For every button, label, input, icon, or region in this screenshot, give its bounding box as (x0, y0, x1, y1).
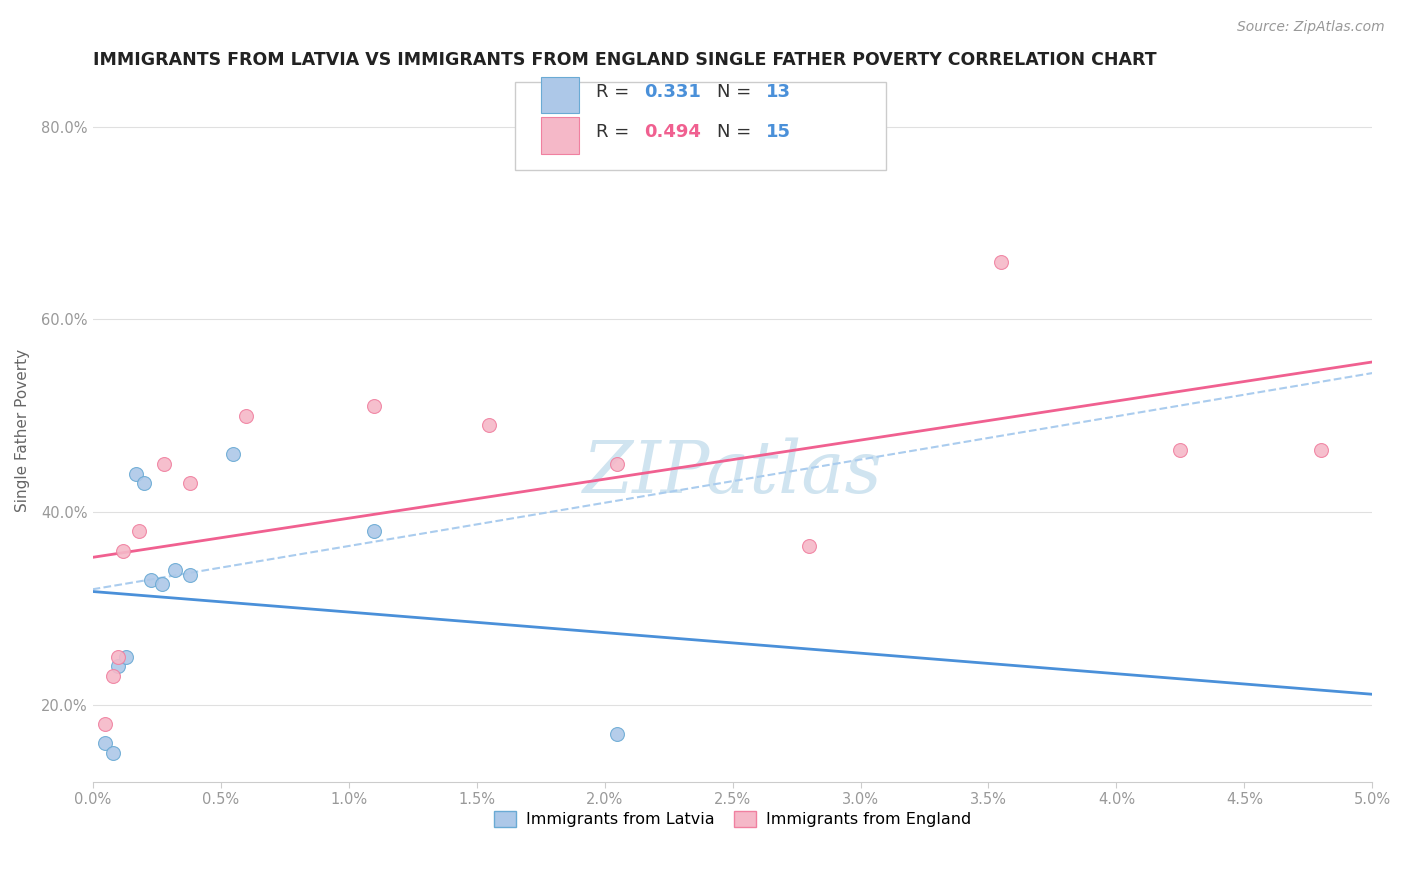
Point (153, 457, 176, 471)
FancyBboxPatch shape (540, 77, 579, 113)
Point (125, 467, 148, 481)
Text: N =: N = (717, 83, 751, 101)
Point (107, 659, 129, 673)
Point (179, 567, 201, 582)
Point (163, 563, 186, 577)
Point (101, 746, 124, 760)
Y-axis label: Single Father Poverty: Single Father Poverty (15, 349, 30, 512)
Point (179, 476, 201, 491)
Text: 13: 13 (766, 83, 790, 101)
Point (222, 447, 245, 461)
Point (141, 573, 163, 587)
Point (1310, 442, 1333, 457)
Point (478, 418, 501, 433)
Point (799, 539, 821, 553)
Text: 0.331: 0.331 (644, 83, 702, 101)
Text: 15: 15 (766, 123, 790, 141)
Text: 0.494: 0.494 (644, 123, 702, 141)
Point (606, 727, 628, 741)
Text: R =: R = (596, 123, 628, 141)
Point (115, 649, 138, 664)
Point (150, 577, 173, 591)
Point (132, 476, 155, 491)
Point (128, 524, 150, 539)
Point (94, 736, 117, 750)
Point (363, 524, 385, 539)
Text: Source: ZipAtlas.com: Source: ZipAtlas.com (1237, 20, 1385, 34)
Text: ZIPatlas: ZIPatlas (582, 437, 883, 508)
Point (606, 457, 628, 471)
Point (107, 649, 129, 664)
Point (112, 543, 135, 558)
Text: N =: N = (717, 123, 751, 141)
Text: IMMIGRANTS FROM LATVIA VS IMMIGRANTS FROM ENGLAND SINGLE FATHER POVERTY CORRELAT: IMMIGRANTS FROM LATVIA VS IMMIGRANTS FRO… (93, 51, 1156, 69)
FancyBboxPatch shape (540, 117, 579, 153)
Point (363, 399, 385, 413)
Point (101, 669, 124, 683)
Point (1170, 442, 1192, 457)
Point (235, 409, 257, 423)
Point (94, 717, 117, 731)
Text: R =: R = (596, 83, 628, 101)
Point (990, 254, 1012, 268)
FancyBboxPatch shape (515, 82, 886, 170)
Legend: Immigrants from Latvia, Immigrants from England: Immigrants from Latvia, Immigrants from … (488, 805, 977, 834)
